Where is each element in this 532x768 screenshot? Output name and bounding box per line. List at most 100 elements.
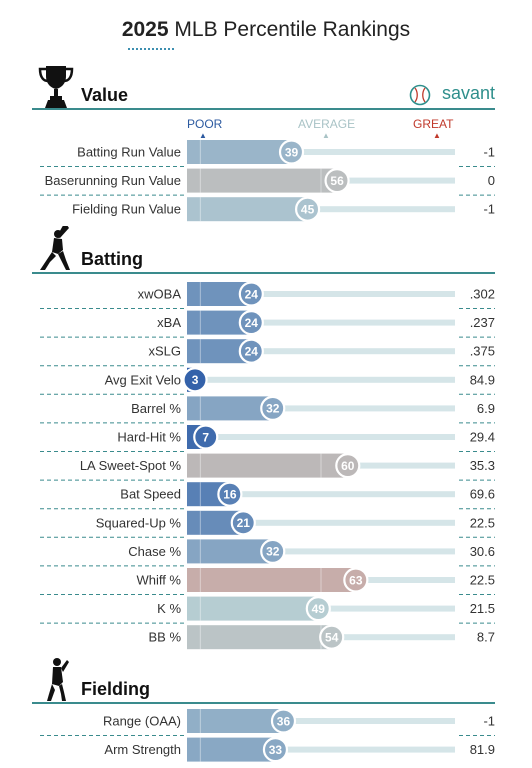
percentile-number: 49 bbox=[312, 602, 326, 616]
bar-track bbox=[187, 376, 455, 383]
percentile-bar bbox=[187, 539, 273, 564]
percentile-number: 54 bbox=[325, 631, 339, 645]
metric-label: BB % bbox=[148, 630, 181, 645]
section-header-fielding: Fielding bbox=[32, 658, 495, 704]
percentile-circle bbox=[324, 168, 350, 194]
section-label-value: Value bbox=[81, 85, 129, 105]
metric-value: 81.9 bbox=[470, 742, 495, 757]
percentile-bar bbox=[187, 625, 332, 650]
title-text: MLB Percentile Rankings bbox=[174, 18, 411, 41]
percentile-scale: POOR ▲ AVERAGE ▲ GREAT ▲ bbox=[0, 117, 532, 140]
percentile-circle bbox=[230, 510, 256, 536]
metric-row-whiff: 63 Whiff % 22.5 bbox=[40, 567, 495, 595]
bar-track bbox=[187, 319, 455, 326]
metric-value: .237 bbox=[470, 315, 495, 330]
scale-average-label: AVERAGE bbox=[298, 117, 356, 131]
metric-row-avg-exit-velo: 3 Avg Exit Velo 84.9 bbox=[40, 367, 495, 395]
percentile-circle bbox=[319, 624, 345, 650]
metric-row-la-sweet-spot: 60 LA Sweet-Spot % 35.3 bbox=[40, 453, 495, 481]
section-header-value: Value savant bbox=[32, 66, 495, 110]
percentile-bar bbox=[187, 197, 308, 222]
metric-label: Hard-Hit % bbox=[117, 430, 181, 445]
bar-track bbox=[187, 149, 455, 155]
scale-poor-label: POOR bbox=[187, 117, 223, 131]
percentile-number: 56 bbox=[330, 174, 344, 188]
metric-row-fielding-run-value: 45 Fielding Run Value -1 bbox=[72, 196, 495, 222]
percentile-number: 60 bbox=[341, 459, 355, 473]
metric-value: 0 bbox=[488, 173, 495, 188]
scale-great-marker: ▲ bbox=[433, 131, 441, 140]
section-label-batting: Batting bbox=[81, 249, 143, 269]
metric-label: Range (OAA) bbox=[103, 714, 181, 729]
percentile-bar bbox=[187, 568, 356, 592]
metric-label: Whiff % bbox=[136, 573, 181, 588]
percentile-circle bbox=[270, 708, 297, 734]
percentile-number: 24 bbox=[245, 316, 259, 330]
metric-value: 6.9 bbox=[477, 401, 495, 416]
percentile-number: 36 bbox=[277, 714, 291, 728]
title-year: 2025 bbox=[121, 18, 169, 41]
percentile-bar bbox=[187, 140, 292, 164]
metric-value: .302 bbox=[470, 287, 495, 302]
percentile-number: 39 bbox=[285, 145, 299, 159]
percentile-circle bbox=[182, 367, 208, 393]
metric-value: -1 bbox=[483, 202, 495, 217]
percentile-circle bbox=[217, 481, 243, 507]
metric-row-barrel: 32 Barrel % 6.9 bbox=[40, 395, 495, 424]
percentile-bar bbox=[187, 709, 284, 733]
percentile-number: 21 bbox=[237, 516, 251, 530]
percentile-circle bbox=[278, 139, 305, 165]
percentile-bar bbox=[187, 168, 338, 193]
metric-row-k: 49 K % 21.5 bbox=[40, 595, 495, 624]
metric-row-batting-run-value: 39 Batting Run Value -1 bbox=[40, 139, 495, 167]
bar-track bbox=[187, 491, 455, 498]
metric-row-chase: 32 Chase % 30.6 bbox=[40, 538, 495, 567]
bar-track bbox=[187, 746, 455, 753]
metric-row-bat-speed: 16 Bat Speed 69.6 bbox=[40, 481, 495, 510]
page-title: 2025 MLB Percentile Rankings bbox=[0, 18, 532, 42]
percentile-number: 63 bbox=[349, 573, 363, 587]
metric-label: Fielding Run Value bbox=[72, 202, 181, 217]
metric-row-squared-up: 21 Squared-Up % 22.5 bbox=[40, 510, 495, 538]
percentile-circle bbox=[193, 424, 219, 450]
percentile-bar bbox=[187, 737, 276, 762]
metric-value: 69.6 bbox=[470, 487, 495, 502]
metric-row-xslg: 24 xSLG .375 bbox=[40, 338, 495, 367]
percentile-number: 7 bbox=[202, 430, 209, 444]
percentile-circle bbox=[305, 595, 331, 622]
metric-label: Squared-Up % bbox=[96, 515, 182, 530]
baseball-logo-icon bbox=[409, 84, 431, 106]
metric-row-baserunning-run-value: 56 Baserunning Run Value 0 bbox=[40, 168, 495, 196]
percentile-circle bbox=[335, 453, 361, 479]
percentile-circle bbox=[238, 338, 264, 364]
percentile-number: 32 bbox=[266, 545, 280, 559]
metric-value: 22.5 bbox=[470, 515, 495, 530]
percentile-number: 3 bbox=[192, 373, 199, 387]
section-label-fielding: Fielding bbox=[81, 679, 150, 699]
metric-value: 35.3 bbox=[470, 458, 495, 473]
metric-row-arm-strength: 33 Arm Strength 81.9 bbox=[104, 736, 495, 763]
metric-value: 8.7 bbox=[477, 630, 495, 645]
metric-label: Barrel % bbox=[131, 401, 181, 416]
metric-label: Baserunning Run Value bbox=[45, 173, 181, 188]
title-underline bbox=[128, 48, 174, 50]
metric-label: K % bbox=[157, 601, 181, 616]
metric-row-xba: 24 xBA .237 bbox=[40, 310, 495, 338]
percentile-number: 24 bbox=[245, 287, 259, 301]
bar-track bbox=[187, 718, 455, 724]
scale-average-marker: ▲ bbox=[322, 131, 330, 140]
bar-track bbox=[187, 548, 455, 555]
scale-great-label: GREAT bbox=[413, 117, 454, 131]
fielder-silhouette-icon bbox=[47, 658, 69, 701]
percentile-circle bbox=[343, 567, 369, 593]
metric-row-bb: 54 BB % 8.7 bbox=[148, 624, 495, 650]
percentile-circle bbox=[262, 736, 289, 763]
bar-track bbox=[187, 519, 455, 526]
metric-value: -1 bbox=[483, 714, 495, 729]
metric-label: Arm Strength bbox=[104, 742, 181, 757]
savant-brand[interactable]: savant bbox=[441, 83, 495, 103]
metric-label: xSLG bbox=[148, 344, 181, 359]
metric-label: LA Sweet-Spot % bbox=[80, 458, 182, 473]
